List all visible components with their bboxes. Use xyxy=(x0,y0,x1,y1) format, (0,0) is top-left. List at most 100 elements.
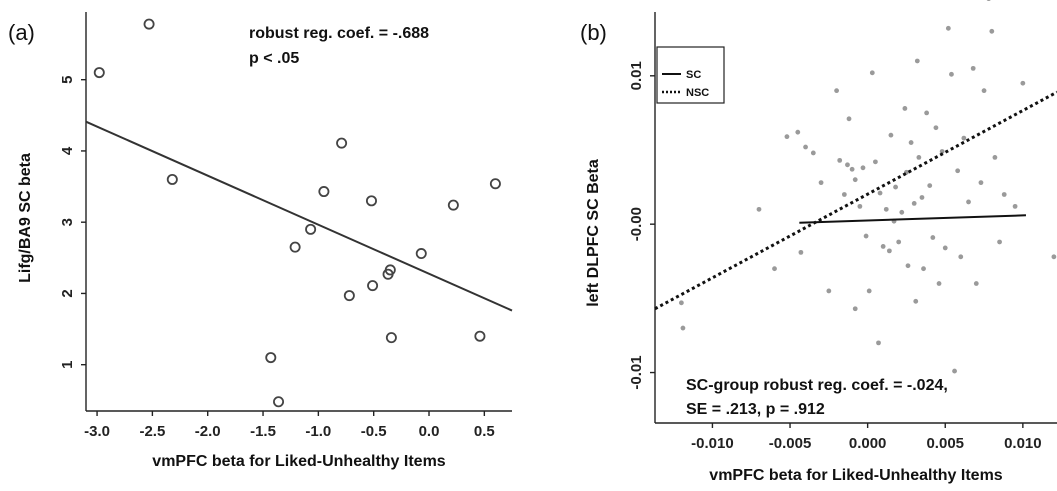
panel-b-data-point xyxy=(949,71,954,77)
panel-b-data-point xyxy=(970,65,976,71)
panel-a-x-tick-label: -3.0 xyxy=(84,423,110,440)
panel-a-x-label: vmPFC beta for Liked-Unhealthy Items xyxy=(152,453,445,470)
panel-b-x-tick-label: -0.005 xyxy=(769,435,812,452)
panel-b-data-point xyxy=(896,239,902,245)
panel-b-data-point xyxy=(826,288,832,294)
panel-b-data-point xyxy=(992,155,998,160)
panel-a-label: (a) xyxy=(8,20,35,45)
panel-a-data-point xyxy=(489,178,501,190)
panel-a-data-point xyxy=(336,137,348,149)
panel-b-data-point xyxy=(860,165,866,171)
panel-b-data-point xyxy=(919,195,925,200)
panel-b-data-point xyxy=(678,300,684,306)
panel-a-x-tick-label: -1.5 xyxy=(250,423,276,440)
panel-a-data-point xyxy=(367,280,379,292)
panel-b-data-point xyxy=(958,254,964,260)
panel-b-data-point xyxy=(795,129,801,135)
panel-b-data-point xyxy=(756,206,762,212)
panel-b-data-point xyxy=(973,281,979,286)
panel-b-data-point xyxy=(930,235,936,240)
panel-b-y-tick-label: 0.01 xyxy=(628,61,645,90)
panel-a-data-point xyxy=(318,186,330,198)
panel-a-x-tick-label: -2.5 xyxy=(139,423,165,440)
panel-b-data-point xyxy=(911,201,917,206)
panel-b-data-point xyxy=(880,244,886,249)
panel-b-x-label: vmPFC beta for Liked-Unhealthy Items xyxy=(709,467,1002,484)
panel-a-y-tick-label: 5 xyxy=(59,76,76,84)
panel-a-data-point xyxy=(93,67,105,79)
panel-b-data-point xyxy=(961,135,967,141)
panel-b-x-tick-label: 0.005 xyxy=(926,435,964,452)
panel-a-y-tick-label: 3 xyxy=(59,218,76,226)
panel-b-annotation-line-2: SE = .213, p = .912 xyxy=(686,401,825,418)
panel-b: (b) -0.010 -0.005 0.000 0.005 0.010 0.01 -0.0… xyxy=(580,0,1057,484)
panel-b-data-point xyxy=(908,140,914,145)
panel-b-data-point xyxy=(841,192,847,197)
panel-b-annotation-line-1: SC-group robust reg. coef. = -.024, xyxy=(686,377,948,394)
panel-b-data-point xyxy=(966,199,971,205)
panel-b-data-point xyxy=(989,28,995,34)
panel-b-data-point xyxy=(927,183,933,188)
panel-b-data-point xyxy=(852,306,858,312)
panel-b-data-point xyxy=(869,70,875,76)
panel-a-annotation-line-2: p < .05 xyxy=(249,50,299,67)
panel-b-data-point xyxy=(899,209,905,215)
panel-a-data-point xyxy=(343,290,355,302)
panel-b-data-point xyxy=(846,116,852,122)
panel-b-y-tick-label: -0.01 xyxy=(628,355,645,389)
panel-b-data-point xyxy=(866,288,872,294)
panel-b-points xyxy=(678,0,1057,374)
panel-a-y-label: Lifg/BA9 SC beta xyxy=(17,153,34,283)
panel-a-y-tick-label: 2 xyxy=(59,289,76,297)
panel-b-data-point xyxy=(939,149,945,154)
legend-nsc-label: NSC xyxy=(686,87,709,99)
panel-b-data-point xyxy=(876,340,881,346)
panel-b-data-point xyxy=(863,233,869,239)
panel-b-label: (b) xyxy=(580,20,607,45)
panel-b-x-tick-label: 0.010 xyxy=(1004,435,1042,452)
panel-a-x-tick-label: 0.5 xyxy=(474,423,495,440)
panel-b-data-point xyxy=(849,166,855,172)
panel-b-data-point xyxy=(902,106,908,111)
panel-a-y-tick-label: 4 xyxy=(59,146,76,155)
panel-b-data-point xyxy=(936,281,942,286)
panel-a-y-tick-label: 1 xyxy=(59,361,76,369)
panel-a-data-point xyxy=(166,173,178,185)
panel-a-data-point xyxy=(385,332,397,344)
panel-b-data-point xyxy=(818,180,824,186)
panel-b-data-point xyxy=(784,134,790,140)
panel-b-data-point xyxy=(924,110,930,116)
panel-b-data-point xyxy=(893,184,898,190)
panel-a-x-tick-label: -1.0 xyxy=(305,423,331,440)
panel-b-x-tick-label: 0.000 xyxy=(849,435,887,452)
panel-b-data-point xyxy=(886,248,892,254)
panel-b-y-label: left DLPFC SC Beta xyxy=(585,159,602,307)
panel-b-legend: SC NSC xyxy=(656,46,725,104)
panel-b-y-tick-label: -0.00 xyxy=(628,207,645,241)
panel-b-data-point xyxy=(852,177,858,183)
panel-b-data-point xyxy=(921,266,926,272)
panel-b-sc-line xyxy=(799,214,1026,224)
panel-a-data-point xyxy=(289,241,301,253)
panel-b-data-point xyxy=(680,325,686,331)
panel-a-x-tick-label: -0.5 xyxy=(361,423,387,440)
panel-b-data-point xyxy=(978,180,984,186)
panel-a-data-point xyxy=(447,199,459,211)
panel-a-data-point xyxy=(415,248,427,260)
panel-b-data-point xyxy=(803,144,808,150)
panel-a-data-point xyxy=(143,18,155,30)
panel-b-data-point xyxy=(883,206,889,212)
panel-a-x-ticks: -3.0 -2.5 -2.0 -1.5 -1.0 -0.5 0.0 0.5 xyxy=(84,411,495,440)
legend-sc-label: SC xyxy=(686,69,701,81)
panel-b-data-point xyxy=(933,125,939,131)
panel-b-data-point xyxy=(942,245,948,251)
panel-b-data-point xyxy=(1020,80,1026,86)
panel-a-fit-line xyxy=(85,120,513,312)
panel-b-data-point xyxy=(1012,203,1018,209)
panel-b-data-point xyxy=(905,263,911,269)
panel-b-data-point xyxy=(945,25,951,31)
panel-b-data-point xyxy=(845,162,850,168)
panel-b-data-point xyxy=(955,168,961,174)
panel-a-data-point xyxy=(265,352,277,364)
